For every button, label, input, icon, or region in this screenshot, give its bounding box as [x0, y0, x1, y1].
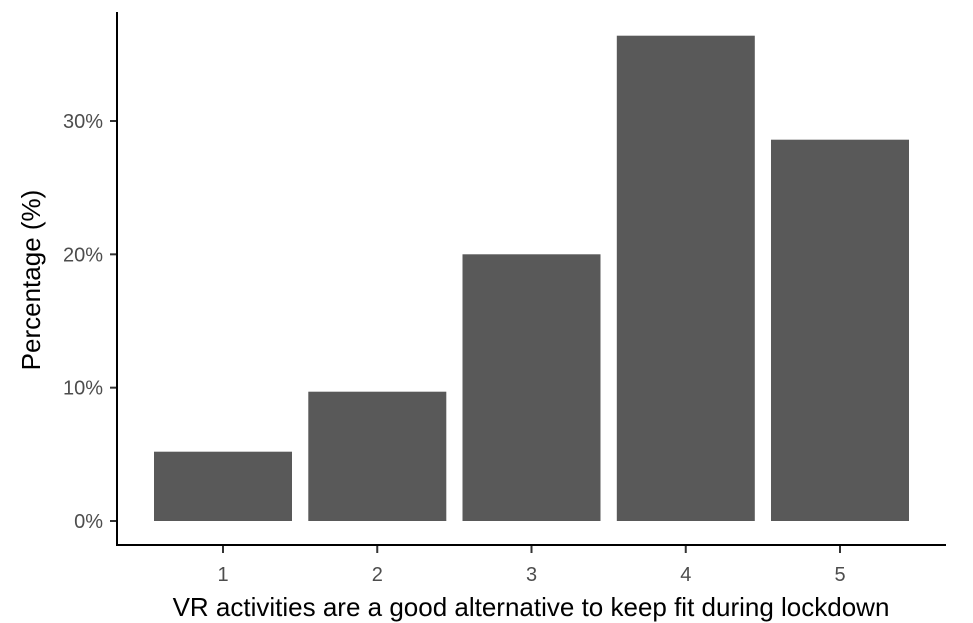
y-tick-label: 20%	[63, 244, 103, 266]
x-tick-label: 4	[680, 564, 691, 586]
bar-2	[308, 391, 447, 521]
x-tick-label: 1	[217, 564, 228, 586]
bar-1	[154, 451, 292, 521]
x-axis-ticks: 1 2 3 4 5	[217, 546, 846, 586]
x-tick-label: 2	[372, 564, 383, 586]
y-axis-ticks: 0% 10% 20% 30%	[63, 111, 117, 533]
x-tick-label: 3	[526, 564, 537, 586]
y-tick-label: 30%	[63, 111, 103, 133]
bar-5	[771, 139, 909, 521]
x-axis-title: VR activities are a good alternative to …	[173, 592, 890, 622]
bars	[154, 35, 909, 522]
x-tick-label: 5	[834, 564, 845, 586]
y-tick-label: 10%	[63, 378, 103, 400]
y-tick-label: 0%	[74, 511, 103, 533]
y-axis-title: Percentage (%)	[16, 190, 46, 371]
bar-4	[616, 35, 755, 521]
bar-3	[462, 254, 601, 522]
